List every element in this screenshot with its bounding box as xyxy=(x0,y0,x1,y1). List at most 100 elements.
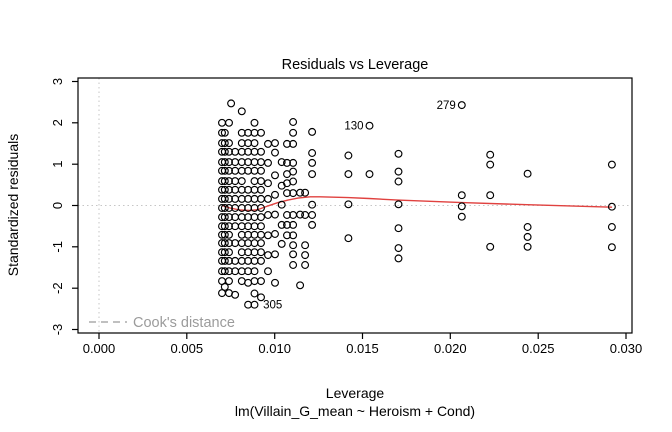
data-point xyxy=(225,118,233,127)
data-point xyxy=(289,158,298,167)
data-point xyxy=(225,213,233,222)
data-point xyxy=(257,177,265,186)
data-point xyxy=(289,177,298,186)
data-point xyxy=(250,248,259,257)
data-point xyxy=(257,222,265,231)
data-point xyxy=(225,239,233,248)
data-point xyxy=(301,261,310,269)
data-point xyxy=(264,194,272,203)
data-point xyxy=(394,254,403,263)
y-tick-label: -2 xyxy=(50,282,65,294)
data-point xyxy=(257,147,265,156)
data-point xyxy=(394,200,403,209)
data-point xyxy=(257,204,265,212)
scatter-points-layer xyxy=(218,99,616,309)
y-tick-label: -3 xyxy=(50,324,65,336)
data-point xyxy=(277,158,286,167)
y-tick-label: 1 xyxy=(50,161,65,168)
y-tick-label: 2 xyxy=(50,119,65,126)
data-point xyxy=(283,231,291,240)
data-point xyxy=(250,230,259,239)
data-point xyxy=(225,139,233,148)
data-point xyxy=(264,179,272,188)
data-point xyxy=(271,250,279,259)
data-point xyxy=(225,177,233,186)
data-point xyxy=(220,158,229,167)
outlier-label-279: 279 xyxy=(437,100,456,112)
data-point xyxy=(289,241,298,250)
data-point xyxy=(250,166,259,175)
point-labels-layer: 130 279 305 xyxy=(263,100,456,312)
data-point xyxy=(220,128,229,137)
data-point xyxy=(277,239,286,248)
smoother-line xyxy=(221,196,613,212)
reference-lines-layer xyxy=(78,78,632,333)
data-point xyxy=(225,267,233,276)
x-tick-label: 0.000 xyxy=(83,341,116,356)
data-point xyxy=(264,211,272,219)
y-tick-label: 0 xyxy=(50,202,65,209)
data-point xyxy=(308,149,317,157)
data-point xyxy=(308,211,317,219)
data-point xyxy=(271,148,279,157)
x-tick-label: 0.005 xyxy=(171,341,204,356)
data-point xyxy=(257,213,265,222)
data-point xyxy=(257,158,265,167)
x-tick-label: 0.025 xyxy=(522,341,555,356)
cooks-distance-legend: Cook's distance xyxy=(89,315,235,331)
data-point xyxy=(486,242,495,251)
data-point xyxy=(271,210,279,219)
data-point xyxy=(220,204,229,212)
data-point xyxy=(225,230,233,239)
data-point xyxy=(394,224,403,233)
data-point xyxy=(250,239,259,248)
data-point xyxy=(301,188,310,197)
data-point xyxy=(225,256,233,265)
data-point xyxy=(344,151,353,160)
x-axis-label: Leverage xyxy=(326,385,385,401)
x-tick-label: 0.030 xyxy=(610,341,643,356)
data-point xyxy=(250,128,259,137)
data-point xyxy=(271,278,279,287)
data-point xyxy=(523,169,532,178)
data-point xyxy=(220,185,229,194)
data-point xyxy=(250,177,259,186)
data-point xyxy=(220,194,229,203)
y-axis-label: Standardized residuals xyxy=(5,134,21,276)
cooks-distance-legend-label: Cook's distance xyxy=(133,315,235,331)
smoother-line-layer xyxy=(221,196,613,212)
axes-ticks-layer: 0.000 0.005 0.010 0.015 0.020 0.025 0.030 -3 -2 -… xyxy=(50,78,642,356)
data-point xyxy=(220,177,229,186)
data-point xyxy=(218,118,226,127)
data-point xyxy=(250,277,259,286)
data-point xyxy=(607,243,616,252)
data-point xyxy=(244,300,253,309)
data-point xyxy=(250,194,259,203)
data-point xyxy=(296,281,305,290)
data-point xyxy=(220,239,229,248)
data-point xyxy=(257,194,265,203)
data-point xyxy=(344,200,353,209)
chart-title: Residuals vs Leverage xyxy=(282,57,429,73)
data-point xyxy=(264,231,272,240)
data-point xyxy=(220,256,229,265)
data-point xyxy=(271,171,279,180)
data-point xyxy=(250,267,259,276)
data-point xyxy=(277,220,286,229)
data-point xyxy=(308,220,317,229)
data-point xyxy=(394,167,403,176)
data-point xyxy=(283,158,291,167)
data-point xyxy=(250,300,259,309)
data-point xyxy=(250,213,259,222)
data-point xyxy=(394,149,403,158)
data-point xyxy=(264,267,272,276)
outlier-label-130: 130 xyxy=(344,121,363,133)
data-point xyxy=(231,290,240,299)
data-point xyxy=(250,256,259,265)
data-point xyxy=(220,248,229,257)
data-point xyxy=(283,139,291,148)
data-point xyxy=(225,277,233,286)
data-point xyxy=(607,160,616,169)
data-point xyxy=(237,277,246,286)
